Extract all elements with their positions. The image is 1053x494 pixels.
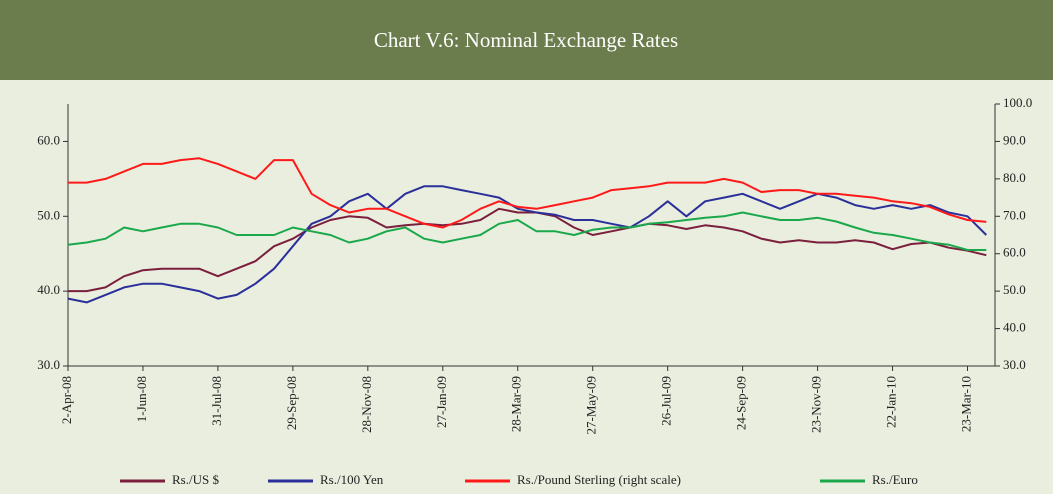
x-tick-label: 31-Jul-08 bbox=[209, 376, 224, 426]
legend-label: Rs./Euro bbox=[872, 472, 918, 487]
series-line bbox=[68, 157, 987, 229]
y2-tick-label: 70.0 bbox=[1003, 207, 1026, 222]
x-tick-label: 2-Apr-08 bbox=[59, 376, 74, 424]
title-band bbox=[0, 0, 1053, 80]
y-tick-label: 60.0 bbox=[37, 132, 60, 147]
y2-tick-label: 50.0 bbox=[1003, 282, 1026, 297]
y-tick-label: 40.0 bbox=[37, 282, 60, 297]
legend-label: Rs./US $ bbox=[172, 472, 219, 487]
x-tick-label: 27-Jan-09 bbox=[434, 376, 449, 428]
x-tick-label: 22-Jan-10 bbox=[884, 376, 899, 428]
x-tick-label: 24-Sep-09 bbox=[734, 376, 749, 430]
series-line bbox=[67, 211, 987, 251]
series-line bbox=[67, 185, 988, 304]
x-tick-label: 23-Nov-09 bbox=[809, 376, 824, 433]
legend-label: Rs./Pound Sterling (right scale) bbox=[517, 472, 681, 487]
y2-tick-label: 100.0 bbox=[1003, 95, 1032, 110]
x-tick-label: 26-Jul-09 bbox=[659, 376, 674, 426]
chart-title: Chart V.6: Nominal Exchange Rates bbox=[374, 28, 678, 52]
y2-tick-label: 40.0 bbox=[1003, 320, 1026, 335]
x-tick-label: 23-Mar-10 bbox=[958, 376, 973, 432]
y-tick-label: 50.0 bbox=[37, 207, 60, 222]
x-tick-label: 27-May-09 bbox=[584, 376, 599, 435]
y-tick-label: 30.0 bbox=[37, 357, 60, 372]
x-tick-label: 28-Nov-08 bbox=[359, 376, 374, 433]
x-tick-label: 1-Jun-08 bbox=[134, 376, 149, 422]
legend-label: Rs./100 Yen bbox=[320, 472, 384, 487]
y2-tick-label: 30.0 bbox=[1003, 357, 1026, 372]
series-line bbox=[68, 207, 987, 293]
y2-tick-label: 60.0 bbox=[1003, 245, 1026, 260]
x-tick-label: 29-Sep-08 bbox=[284, 376, 299, 430]
y2-tick-label: 90.0 bbox=[1003, 132, 1026, 147]
x-tick-label: 28-Mar-09 bbox=[509, 376, 524, 432]
y2-tick-label: 80.0 bbox=[1003, 170, 1026, 185]
